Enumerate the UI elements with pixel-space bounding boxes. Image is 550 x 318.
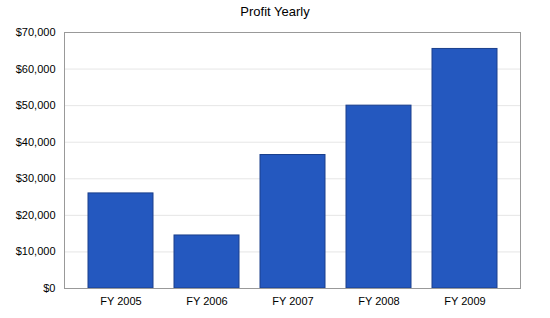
svg-text:$20,000: $20,000 — [16, 209, 56, 221]
svg-text:FY 2008: FY 2008 — [358, 295, 399, 307]
svg-text:$60,000: $60,000 — [16, 63, 56, 75]
svg-text:$70,000: $70,000 — [16, 26, 56, 38]
svg-text:FY 2006: FY 2006 — [186, 295, 227, 307]
svg-text:$30,000: $30,000 — [16, 172, 56, 184]
svg-text:FY 2005: FY 2005 — [100, 295, 141, 307]
svg-text:$50,000: $50,000 — [16, 99, 56, 111]
svg-text:FY 2007: FY 2007 — [272, 295, 313, 307]
svg-text:$0: $0 — [43, 282, 55, 294]
html-text:Profit Yearly: Profit Yearly — [240, 4, 310, 19]
svg-text:$40,000: $40,000 — [16, 136, 56, 148]
svg-text:FY 2009: FY 2009 — [444, 295, 485, 307]
svg-text:$10,000: $10,000 — [16, 245, 56, 257]
